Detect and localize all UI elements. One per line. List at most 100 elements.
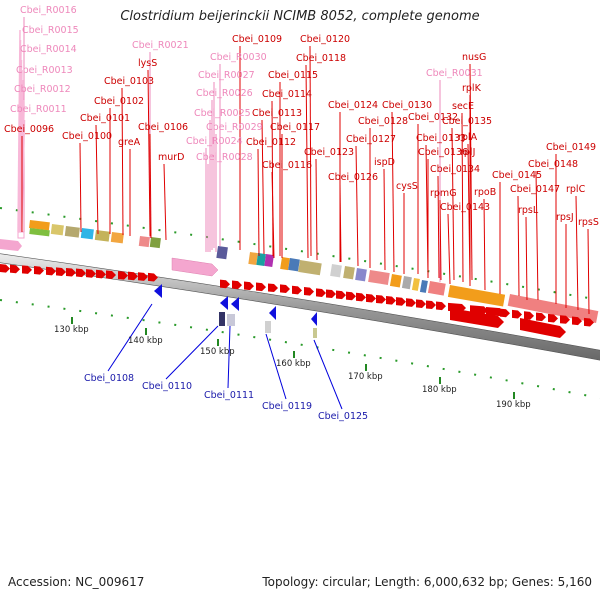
forward-cds-arrow	[584, 317, 594, 327]
cds-gene-label: Cbei_0128	[358, 116, 408, 127]
cds-leader-line	[271, 171, 275, 259]
tick-label: 170 kbp	[348, 372, 383, 382]
forward-cds-arrow	[524, 311, 534, 320]
forward-cds-arrow	[138, 272, 148, 281]
cds-gene-label: Cbei_0136	[418, 147, 468, 158]
forward-cds-track	[0, 264, 594, 338]
cds-leader-line	[525, 216, 528, 301]
cds-gene-label: Cbei_0117	[270, 122, 320, 133]
forward-cds-arrow	[536, 312, 546, 322]
cds-leader-line	[383, 168, 386, 271]
forward-cds-arrow	[436, 301, 446, 311]
cog-band	[29, 220, 599, 323]
rna-track	[0, 231, 219, 277]
cds-gene-label: Cbei_0126	[328, 172, 378, 183]
cds-leader-line	[461, 112, 464, 283]
forward-cds-arrow	[486, 307, 504, 317]
forward-cds-arrow	[356, 292, 366, 302]
cds-leader-line	[149, 133, 152, 239]
forward-cds-arrow	[292, 285, 302, 295]
cds-gene-label: rpmG	[430, 188, 457, 199]
tick-label: 150 kbp	[200, 347, 235, 357]
forward-cds-arrow	[548, 313, 558, 323]
cds-gene-label: Cbei_0149	[546, 142, 596, 153]
rna-gene-label: Cbei_R0021	[132, 40, 189, 51]
cds-gene-label: secE	[452, 101, 474, 112]
reverse-cds-track	[154, 284, 317, 338]
cds-gene-label: Cbei_0132	[408, 112, 458, 123]
cds-gene-label: murD	[158, 152, 185, 163]
forward-cds-arrow	[572, 316, 582, 326]
cds-leader-line	[391, 111, 395, 273]
rna-gene-label: Cbei_R0028	[196, 152, 253, 163]
reverse-gene-label: Cbei_0119	[262, 401, 312, 412]
reverse-gene-label: Cbei_0110	[142, 381, 192, 392]
forward-cds-arrow	[22, 265, 32, 274]
reverse-leader-line	[265, 333, 287, 400]
forward-cds-arrow	[376, 294, 386, 304]
cds-gene-label: cysS	[396, 181, 418, 192]
cds-gene-label: Cbei_0145	[492, 170, 542, 181]
forward-cds-arrow	[244, 281, 254, 291]
cds-gene-label: greA	[118, 137, 141, 148]
tick-label: 160 kbp	[276, 359, 311, 369]
rna-gene-label: Cbei_R0013	[16, 65, 73, 76]
tick-label: 140 kbp	[128, 336, 163, 346]
cds-gene-label: rpoB	[474, 187, 496, 198]
rna-gene-label: Cbei_R0030	[210, 52, 267, 63]
rna-gene-label: Cbei_R0015	[22, 25, 79, 36]
rna-gene-label: Cbei_R0014	[20, 44, 77, 55]
reverse-leader-line	[227, 325, 231, 389]
cds-gene-label: Cbei_0124	[328, 100, 378, 111]
accession-text: Accession: NC_009617	[8, 575, 145, 589]
forward-cds-arrow	[66, 267, 76, 277]
cds-gene-label: Cbei_0135	[442, 116, 492, 127]
tick-label: 180 kbp	[422, 385, 457, 395]
forward-cds-arrow	[426, 300, 436, 310]
cds-gene-label: rpsL	[518, 205, 539, 216]
cds-gene-label: Cbei_0116	[262, 160, 312, 171]
cds-gene-label: Cbei_0134	[430, 164, 480, 175]
cds-gene-label: Cbei_0113	[252, 108, 302, 119]
forward-cds-arrow	[0, 264, 10, 273]
cds-gene-label: Cbei_0109	[232, 34, 282, 45]
reverse-gene-label: Cbei_0111	[204, 390, 254, 401]
forward-cds-arrow	[86, 269, 96, 278]
cds-gene-label: Cbei_0114	[262, 89, 312, 100]
cds-gene-label: rpsS	[578, 217, 599, 228]
rna-gene-label: Cbei_R0027	[198, 70, 255, 81]
cds-gene-label: nusG	[462, 52, 486, 63]
forward-cds-arrow	[96, 269, 106, 279]
forward-cds-arrow	[220, 279, 230, 289]
cds-gene-label: Cbei_0143	[440, 202, 490, 213]
outer-track-guide	[0, 207, 600, 301]
cds-gene-label: Cbei_0130	[382, 100, 432, 111]
cds-gene-label: Cbei_0106	[138, 122, 188, 133]
forward-cds-arrow	[416, 299, 426, 308]
cds-gene-label: Cbei_0100	[62, 131, 112, 142]
cds-leader-line	[447, 213, 451, 285]
cds-leader-line	[483, 198, 486, 291]
cds-leader-line	[147, 69, 151, 237]
cds-leader-line	[437, 175, 440, 279]
reverse-gene-label: Cbei_0125	[318, 411, 368, 422]
forward-cds-arrow	[10, 264, 20, 274]
forward-cds-arrow	[366, 293, 376, 303]
cds-gene-label: ispD	[374, 157, 395, 168]
forward-cds-arrow	[128, 271, 138, 281]
rna-gene-label: Cbei_R0024	[186, 136, 243, 147]
tick-label: 130 kbp	[54, 325, 89, 335]
cds-gene-label: rpsJ	[556, 212, 574, 223]
cds-leader-line	[575, 195, 579, 311]
cds-leader-line	[257, 148, 260, 257]
cds-leader-line	[309, 45, 312, 257]
rna-gene-label: Cbei_R0016	[20, 5, 77, 16]
cds-gene-label: Cbei_0103	[104, 76, 154, 87]
forward-cds-arrow	[118, 271, 128, 280]
cds-gene-label: Cbei_0118	[296, 53, 346, 64]
rna-gene-label: Cbei_R0012	[14, 84, 71, 95]
forward-cds-arrow	[560, 315, 570, 324]
genome-summary-text: Topology: circular; Length: 6,000,632 bp…	[262, 575, 592, 589]
cds-gene-label: Cbei_0096	[4, 124, 54, 135]
forward-cds-arrow	[500, 308, 510, 318]
